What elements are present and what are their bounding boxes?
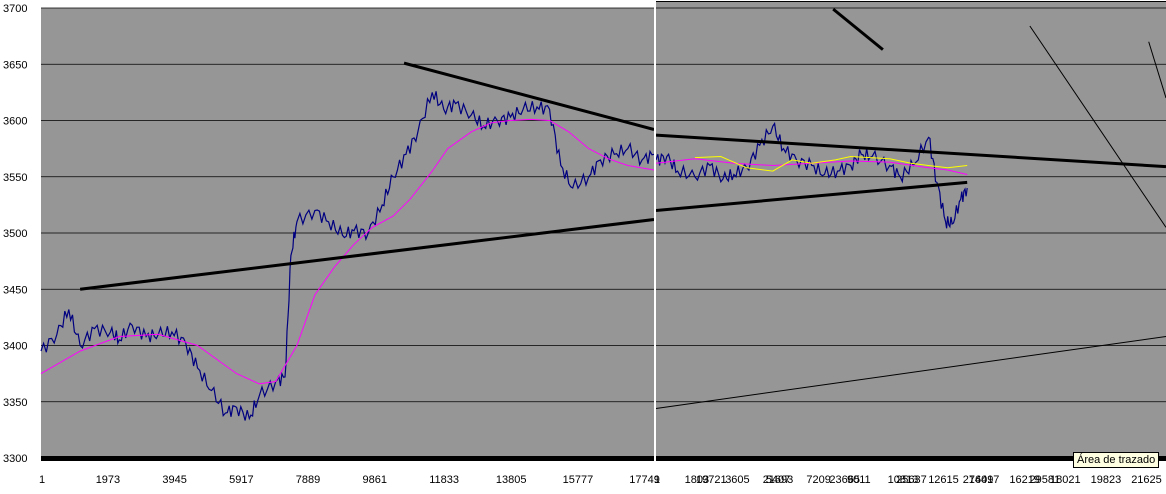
x-tick-label-0-8: 15777 — [563, 474, 594, 486]
trendline-1-2[interactable] — [832, 7, 884, 51]
x-tick-label-1-3: 5407 — [766, 474, 790, 486]
trendline-1-1[interactable] — [655, 180, 968, 212]
x-tick-label-0-2: 3945 — [162, 474, 186, 486]
x-tick-label-0-5: 9861 — [363, 474, 387, 486]
x-axis-left — [41, 456, 654, 461]
y-tick-label-8: 3700 — [3, 3, 27, 15]
trendline-0-0[interactable] — [79, 218, 655, 291]
y-tick-label-2: 3400 — [3, 341, 27, 353]
x-tick-label-1-11: 19823 — [1091, 474, 1122, 486]
x-tick-label-1-2: 3605 — [725, 474, 749, 486]
x-tick-label-1-7: 12615 — [928, 474, 959, 486]
series-line-1-2 — [694, 155, 968, 172]
x-tick-label-0-6: 11833 — [429, 474, 459, 486]
x-tick-label-0-0: 1 — [39, 474, 45, 486]
x-tick-label-0-3: 5917 — [229, 474, 253, 486]
series-line-1-1 — [655, 158, 968, 175]
y-tick-label-4: 3500 — [3, 228, 27, 240]
x-tick-label-0-11: 21693 — [763, 474, 794, 486]
x-tick-label-1-0: 1 — [654, 474, 660, 486]
trendline-1-3[interactable] — [655, 336, 1166, 409]
trendline-1-0[interactable] — [655, 133, 1166, 169]
y-tick-label-6: 3600 — [3, 116, 27, 128]
series-line-0-1 — [40, 118, 655, 385]
x-tick-label-0-1: 1973 — [96, 474, 120, 486]
series-line-0-0 — [40, 91, 655, 421]
y-tick-label-1: 3350 — [3, 397, 27, 409]
series-line-1-0 — [655, 121, 968, 229]
x-tick-label-1-12: 21625 — [1131, 474, 1162, 486]
plot-area-tooltip: Área de trazado — [1073, 452, 1160, 468]
x-tick-label-0-15: 29581 — [1030, 474, 1061, 486]
x-tick-label-0-4: 7889 — [296, 474, 320, 486]
x-tick-label-0-9: 17749 — [629, 474, 660, 486]
y-tick-label-3: 3450 — [3, 284, 27, 296]
x-tick-label-1-9: 16219 — [1009, 474, 1040, 486]
x-tick-label-0-12: 23665 — [829, 474, 860, 486]
trendline-0-1[interactable] — [403, 61, 655, 131]
x-tick-label-0-10: 19721 — [696, 474, 727, 486]
x-tick-label-1-10: 18021 — [1050, 474, 1081, 486]
x-tick-label-0-14: 27609 — [963, 474, 994, 486]
x-tick-label-1-8: 14417 — [969, 474, 1000, 486]
x-axis-right — [656, 456, 1166, 461]
trendline-1-5[interactable] — [1148, 41, 1166, 99]
y-tick-label-5: 3550 — [3, 172, 27, 184]
x-tick-label-0-13: 25637 — [896, 474, 927, 486]
x-tick-label-1-1: 1803 — [685, 474, 709, 486]
y-tick-label-7: 3650 — [3, 59, 27, 71]
plot-area-right[interactable] — [656, 2, 1166, 458]
y-tick-label-0: 3300 — [3, 453, 27, 465]
x-tick-label-1-4: 7209 — [806, 474, 830, 486]
x-tick-label-0-7: 13805 — [496, 474, 527, 486]
x-tick-label-1-5: 9011 — [847, 474, 871, 486]
trendline-1-4[interactable] — [1029, 25, 1166, 228]
x-tick-label-1-6: 10813 — [888, 474, 919, 486]
